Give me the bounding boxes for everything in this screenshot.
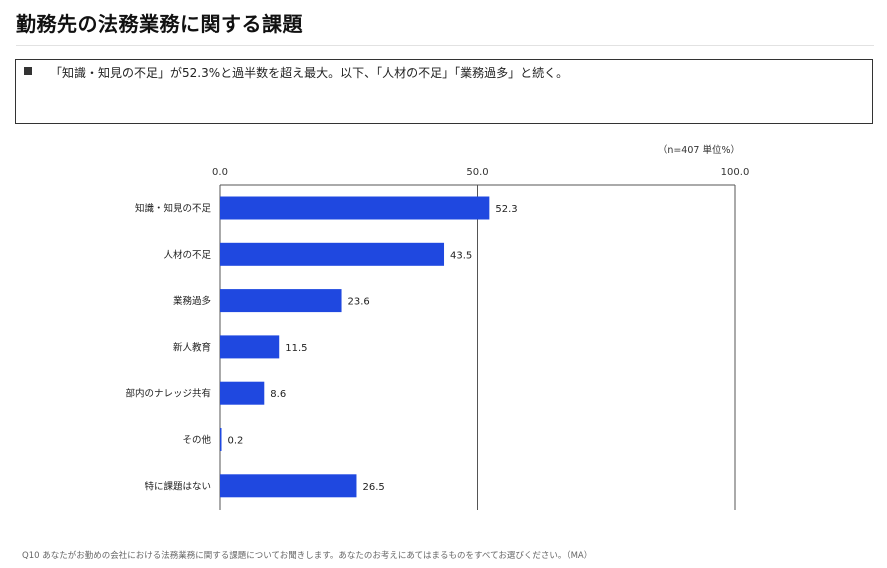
x-axis-ticks: 0.0 50.0 100.0 xyxy=(212,167,749,178)
page-title: 勤務先の法務業務に関する課題 xyxy=(16,12,303,36)
category-label: その他 xyxy=(182,434,211,446)
category-label: 人材の不足 xyxy=(163,249,211,261)
bar xyxy=(220,428,222,451)
bar xyxy=(220,335,280,359)
summary-text: 「知識・知見の不足」が52.3%と過半数を超え最大。以下、「人材の不足」「業務過… xyxy=(50,66,569,80)
data-label: 0.2 xyxy=(228,436,244,447)
bar xyxy=(220,474,357,498)
x-tick-label: 50.0 xyxy=(466,167,488,178)
question-footnote: Q10 あなたがお勤めの会社における法務業務に関する課題についてお聞きします。あ… xyxy=(22,551,593,561)
category-label: 知識・知見の不足 xyxy=(135,203,212,215)
bars xyxy=(220,196,490,498)
summary-box: 「知識・知見の不足」が52.3%と過半数を超え最大。以下、「人材の不足」「業務過… xyxy=(15,59,873,124)
grid-lines xyxy=(219,184,736,510)
data-label: 52.3 xyxy=(495,204,517,215)
data-label: 43.5 xyxy=(450,250,472,261)
category-label: 特に課題はない xyxy=(144,480,211,492)
data-label: 8.6 xyxy=(270,389,286,400)
data-label: 11.5 xyxy=(285,343,307,354)
sample-size-note: （n=407 単位%） xyxy=(658,144,740,156)
x-tick-label: 0.0 xyxy=(212,167,228,178)
data-label: 23.6 xyxy=(348,297,370,308)
bar xyxy=(220,196,490,220)
category-label: 部内のナレッジ共有 xyxy=(125,388,211,400)
x-tick-label: 100.0 xyxy=(721,167,750,178)
square-bullet-icon xyxy=(24,67,32,75)
bar xyxy=(220,242,445,266)
data-labels: 52.3 43.5 23.6 11.5 8.6 0.2 26.5 xyxy=(228,204,518,493)
category-label: 業務過多 xyxy=(173,295,211,307)
bar xyxy=(220,381,265,405)
bar xyxy=(220,289,342,313)
data-label: 26.5 xyxy=(362,482,384,493)
category-label: 新人教育 xyxy=(173,341,211,353)
title-divider xyxy=(16,45,874,46)
